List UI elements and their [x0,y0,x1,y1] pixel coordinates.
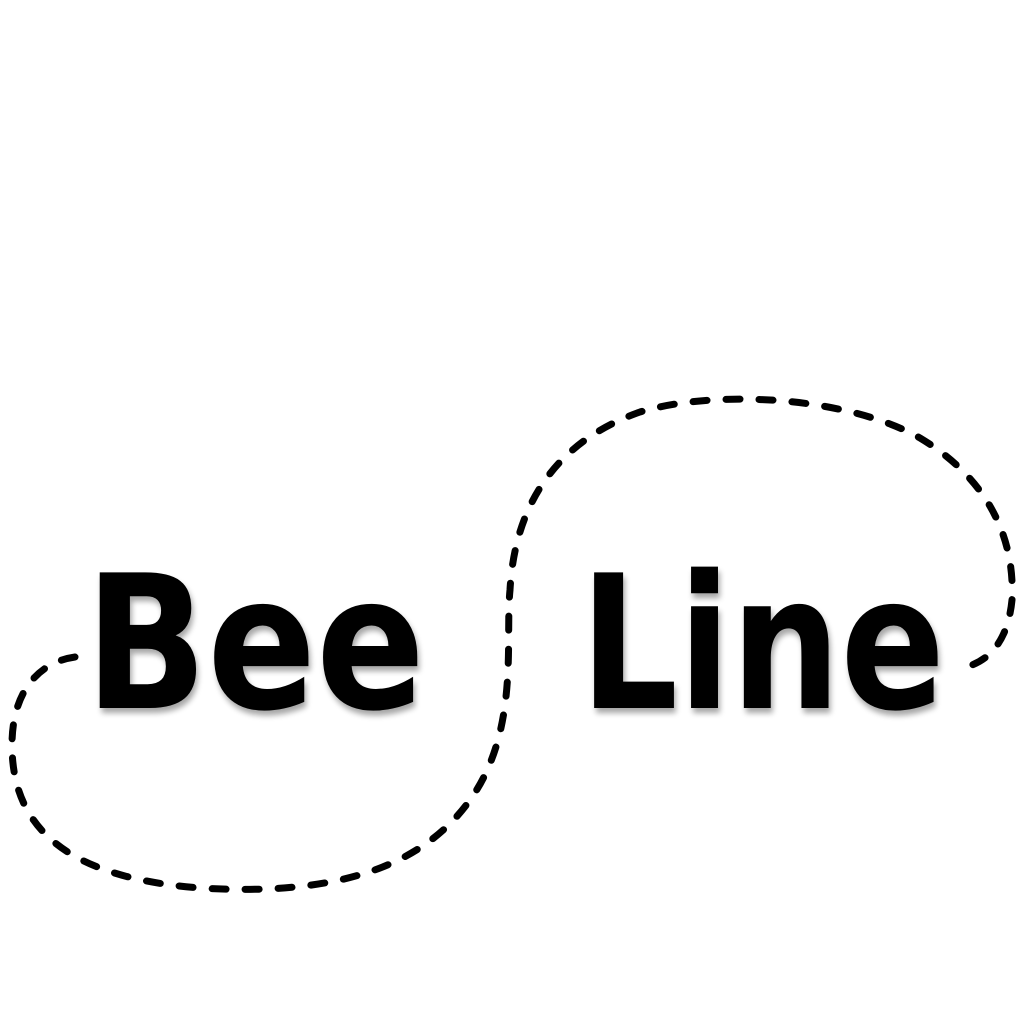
logo-word-line: Line [580,535,945,752]
logo-word-bee: Bee [85,535,425,752]
bee-flight-dashed-path [8,395,1016,893]
